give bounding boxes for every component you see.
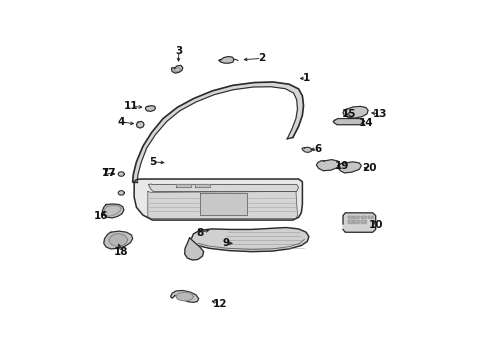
Text: 20: 20 xyxy=(363,163,377,174)
Polygon shape xyxy=(343,213,376,232)
Ellipse shape xyxy=(176,292,193,301)
Bar xyxy=(348,216,353,219)
Text: 16: 16 xyxy=(94,211,108,221)
Polygon shape xyxy=(148,184,298,192)
Ellipse shape xyxy=(109,234,127,246)
Text: 17: 17 xyxy=(101,168,116,179)
Text: 4: 4 xyxy=(118,117,125,127)
Text: 5: 5 xyxy=(149,157,157,167)
Bar xyxy=(361,220,366,223)
Bar xyxy=(176,184,191,187)
Text: 11: 11 xyxy=(124,102,139,111)
Bar xyxy=(348,220,353,223)
Bar xyxy=(195,184,210,187)
Polygon shape xyxy=(104,231,133,249)
Text: 12: 12 xyxy=(213,299,227,309)
Polygon shape xyxy=(102,204,124,218)
Polygon shape xyxy=(185,238,204,260)
Polygon shape xyxy=(171,291,199,302)
Text: 14: 14 xyxy=(359,118,373,128)
Polygon shape xyxy=(191,228,309,252)
Text: 18: 18 xyxy=(114,247,128,257)
Polygon shape xyxy=(333,118,364,125)
Text: 7: 7 xyxy=(101,168,109,179)
Text: 2: 2 xyxy=(258,53,266,63)
Polygon shape xyxy=(302,147,312,152)
Polygon shape xyxy=(200,193,247,215)
Polygon shape xyxy=(338,162,361,173)
Polygon shape xyxy=(133,82,303,182)
Text: 3: 3 xyxy=(175,46,183,56)
Bar xyxy=(361,216,366,219)
Polygon shape xyxy=(219,57,234,63)
Polygon shape xyxy=(136,121,144,128)
Text: 15: 15 xyxy=(342,109,356,119)
Polygon shape xyxy=(172,66,183,73)
Polygon shape xyxy=(148,192,297,219)
Text: 1: 1 xyxy=(302,73,310,84)
Bar xyxy=(354,216,359,219)
Polygon shape xyxy=(317,159,339,171)
Polygon shape xyxy=(146,105,155,111)
Bar xyxy=(354,220,359,223)
Circle shape xyxy=(118,191,124,195)
Polygon shape xyxy=(134,179,302,220)
Text: 10: 10 xyxy=(369,220,384,230)
Bar xyxy=(368,216,373,219)
Text: 6: 6 xyxy=(314,144,321,154)
Polygon shape xyxy=(343,107,368,118)
Circle shape xyxy=(118,172,124,176)
Text: 19: 19 xyxy=(335,161,349,171)
Text: 13: 13 xyxy=(373,109,388,119)
Text: 9: 9 xyxy=(223,238,230,248)
Text: 8: 8 xyxy=(196,228,203,238)
